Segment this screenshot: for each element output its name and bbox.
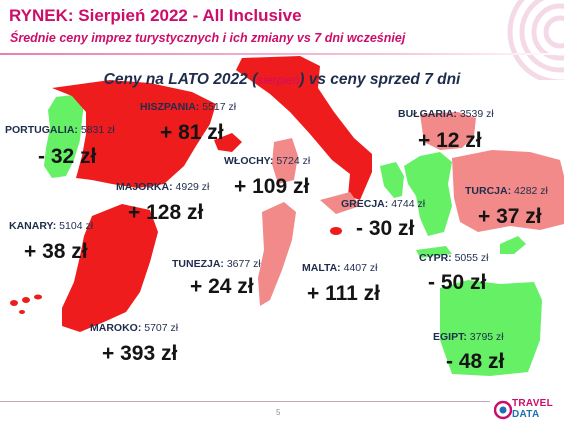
label-hiszpania: HISZPANIA: 5517 zł [140,101,236,113]
label-grecja: GRECJA: 4744 zł [341,198,425,210]
destination-price: 5104 zł [59,220,94,232]
destination-name: GRECJA: [341,198,389,210]
destination-price: 4282 zł [514,185,548,197]
travel-data-logo: TRAVEL DATA [494,398,560,422]
change-maroko: + 393 zł [102,342,178,365]
destination-name: KANARY: [9,220,57,232]
region-egipt [440,280,542,376]
label-majorka: MAJORKA: 4929 zł [116,181,209,193]
destination-name: PORTUGALIA: [5,124,78,136]
label-tunezja: TUNEZJA: 3677 zł [172,258,261,270]
destination-price: 4929 zł [175,181,210,193]
change-turcja: + 37 zł [478,205,542,228]
change-egipt: - 48 zł [446,350,505,373]
logo-text-bottom: DATA [512,409,540,420]
destination-name: TURCJA: [465,185,512,197]
map-title-text-start: Ceny na LATO 2022 ( [103,71,258,88]
map-title: Ceny na LATO 2022 (sierpień) vs ceny spr… [0,71,564,89]
region-bulgaria [420,112,476,150]
region-grecja [404,152,452,236]
destination-price: 5055 zł [454,252,489,264]
label-kanary: KANARY: 5104 zł [9,220,93,232]
change-tunezja: + 24 zł [190,275,254,298]
region-tunezja [258,202,296,306]
map-title-text-end: ) vs ceny sprzed 7 dni [299,71,461,88]
map-title-month: sierpień [257,73,300,87]
destination-price: 3795 zł [469,331,504,343]
label-maroko: MAROKO: 5707 zł [90,322,178,334]
destination-name: EGIPT: [433,331,467,343]
decorative-circles [507,0,564,80]
logo-text-top: TRAVEL [512,398,554,409]
destination-name: MAJORKA: [116,181,173,193]
destination-name: HISZPANIA: [140,101,200,113]
label-turcja: TURCJA: 4282 zł [465,185,548,197]
destination-price: 3539 zł [459,108,494,120]
destination-price: 5517 zł [202,101,237,113]
label-cypr: CYPR: 5055 zł [419,252,488,264]
region-majorka [214,133,242,152]
region-hiszpania [52,80,216,188]
region-cypr [500,236,526,254]
destination-name: BUŁGARIA: [398,108,457,120]
change-cypr: - 50 zł [428,271,487,294]
label-malta: MALTA: 4407 zł [302,262,377,274]
change-grecja: - 30 zł [356,217,415,240]
destination-name: CYPR: [419,252,452,264]
change-kanary: + 38 zł [24,240,88,263]
destination-price: 3677 zł [226,258,261,270]
destination-name: MAROKO: [90,322,142,334]
page-number: 5 [276,408,281,417]
destination-price: 5831 zł [80,124,115,136]
label-bulgaria: BUŁGARIA: 3539 zł [398,108,494,120]
destination-price: 5724 zł [276,155,311,167]
region-malta [330,227,342,235]
label-wlochy: WŁOCHY: 5724 zł [224,155,310,167]
change-wlochy: + 109 zł [234,175,310,198]
header-divider [0,53,564,55]
change-majorka: + 128 zł [128,201,204,224]
change-hiszpania: + 81 zł [160,121,224,144]
page-title: RYNEK: Sierpień 2022 - All Inclusive [9,6,302,25]
label-portugalia: PORTUGALIA: 5831 zł [5,124,115,136]
change-bulgaria: + 12 zł [418,129,482,152]
region-sardynia [272,138,298,184]
label-egipt: EGIPT: 3795 zł [433,331,504,343]
region-balkany [380,162,404,198]
region-wlochy [236,56,372,200]
destination-price: 4744 zł [391,198,426,210]
destination-price: 4407 zł [343,262,378,274]
change-portugalia: - 32 zł [38,145,97,168]
footer-divider [0,401,490,402]
region-sycylia [320,192,360,214]
change-malta: + 111 zł [307,282,380,305]
destination-name: TUNEZJA: [172,258,224,270]
destination-name: WŁOCHY: [224,155,274,167]
region-maroko [62,204,158,332]
header: RYNEK: Sierpień 2022 - All Inclusive Śre… [0,0,564,56]
region-portugalia [44,95,84,178]
logo-mark-icon [494,400,512,420]
destination-price: 5707 zł [144,322,179,334]
region-kanary [10,294,42,314]
region-kreta [416,246,452,258]
region-turcja [452,150,564,232]
page-subtitle: Średnie ceny imprez turystycznych i ich … [10,31,406,45]
destination-name: MALTA: [302,262,341,274]
